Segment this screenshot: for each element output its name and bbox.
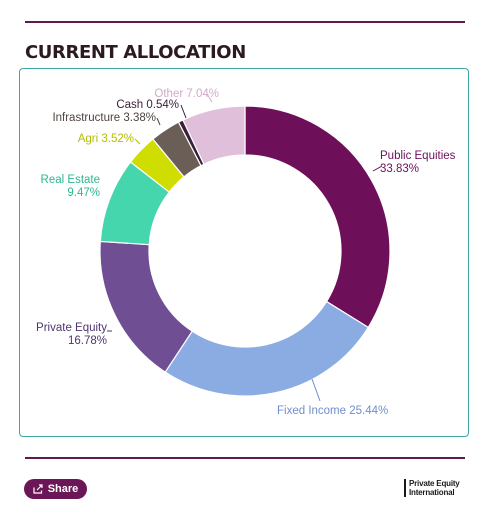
leader-line-public-equities xyxy=(372,165,383,172)
brand-logo: Private Equity International xyxy=(404,479,460,497)
leader-line-infrastructure xyxy=(156,117,161,126)
data-label-real-estate: Real Estate xyxy=(41,174,100,186)
data-label-public-equities: Public Equities xyxy=(380,150,456,162)
brand-line-1: Private Equity xyxy=(409,479,460,488)
data-label-cash: Cash 0.54% xyxy=(116,99,179,111)
chart-container: Public Equities 33.83% Fixed Income 25.44%… xyxy=(19,68,469,437)
bottom-divider xyxy=(25,457,465,459)
top-divider xyxy=(25,21,465,23)
data-label-private-equity: Private Equity xyxy=(36,322,107,334)
share-button[interactable]: Share xyxy=(24,479,87,499)
brand-line-2: International xyxy=(409,488,455,497)
data-label-other: Other 7.04% xyxy=(154,88,219,100)
leader-line-agri xyxy=(134,138,141,145)
data-label-agri: Agri 3.52% xyxy=(78,133,134,145)
data-label-value-private-equity: 16.78% xyxy=(68,335,107,347)
slice-private-equity[interactable] xyxy=(99,240,194,373)
slice-public-equities[interactable] xyxy=(244,105,391,329)
slice-other[interactable] xyxy=(182,105,246,166)
data-label-value-real-estate: 9.47% xyxy=(67,187,100,199)
share-icon xyxy=(33,484,43,494)
leader-line-fixed-income xyxy=(311,378,321,402)
data-label-value-public-equities: 33.83% xyxy=(380,163,419,175)
share-button-label: Share xyxy=(47,483,79,495)
leader-line-cash xyxy=(180,104,187,119)
leader-line-other xyxy=(206,93,213,103)
data-label-fixed-income: Fixed Income 25.44% xyxy=(277,405,388,417)
slice-fixed-income[interactable] xyxy=(164,300,370,397)
chart-title: CURRENT ALLOCATION xyxy=(25,42,246,63)
data-label-infrastructure: Infrastructure 3.38% xyxy=(52,112,156,124)
